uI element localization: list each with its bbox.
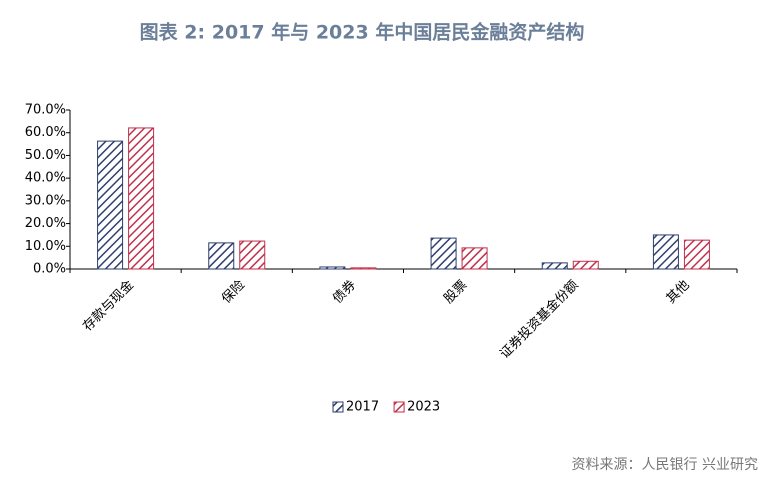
y-tick-label: 0.0% bbox=[33, 262, 66, 277]
x-tick-label: 股票 bbox=[441, 278, 470, 307]
bar bbox=[208, 242, 235, 270]
bar bbox=[319, 266, 346, 270]
bar bbox=[572, 260, 599, 270]
legend-label: 2017 bbox=[346, 400, 379, 415]
y-tick-label: 70.0% bbox=[25, 103, 66, 118]
bar bbox=[541, 262, 568, 270]
bar bbox=[461, 247, 488, 270]
bar bbox=[652, 234, 679, 270]
x-tick-label: 债券 bbox=[330, 277, 360, 307]
chart-title: 图表 2: 2017 年与 2023 年中国居民金融资产结构 bbox=[140, 21, 585, 44]
bar bbox=[430, 237, 457, 270]
legend-swatch bbox=[393, 401, 405, 413]
bar bbox=[683, 239, 710, 270]
y-tick-label: 40.0% bbox=[25, 171, 66, 186]
x-tick-label: 证券投资基金份额 bbox=[497, 277, 582, 362]
x-tick-label: 保险 bbox=[219, 278, 248, 307]
y-tick-label: 30.0% bbox=[25, 193, 66, 208]
legend-label: 2023 bbox=[407, 400, 440, 415]
source-note: 资料来源：人民银行 兴业研究 bbox=[572, 457, 758, 473]
y-tick-label: 60.0% bbox=[25, 125, 66, 140]
bar bbox=[128, 127, 155, 270]
x-tick-label: 其他 bbox=[664, 278, 693, 307]
bar bbox=[350, 267, 377, 270]
bar bbox=[97, 140, 124, 270]
y-tick-label: 10.0% bbox=[25, 239, 66, 254]
x-tick-label: 存款与现金 bbox=[80, 277, 137, 334]
bar bbox=[239, 240, 266, 270]
legend-swatch bbox=[332, 401, 344, 413]
y-tick-label: 20.0% bbox=[25, 216, 66, 231]
y-tick-label: 50.0% bbox=[25, 148, 66, 163]
